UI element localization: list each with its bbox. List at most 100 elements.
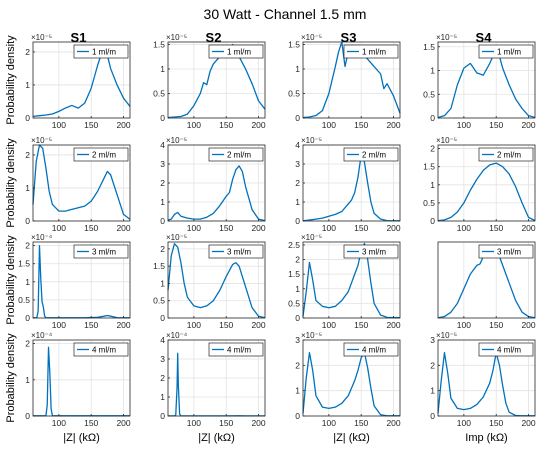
y-tick-label: 1.5 [423, 162, 435, 172]
y-tick-label: 2 [25, 47, 30, 57]
series-line [167, 43, 266, 119]
y-tick-label: 3 [430, 335, 435, 345]
y-exponent-label: ×10⁻⁵ [436, 33, 457, 42]
panel-r3-c3: 100 150 200 0 0.5 1 1.5 2 2.5×10⁻⁵ 3 ml/m [288, 233, 401, 330]
series-line [32, 47, 131, 117]
panel-r1-c2: 100 150 200 0 0.5 1 1.5×10⁻⁵ 1 ml/m [153, 33, 266, 130]
y-exponent-label: ×10⁻⁵ [301, 136, 322, 145]
y-tick-label: 1 [25, 183, 30, 193]
panel-r2-c4: 100 150 200 0 0.5 1 1.5 2×10⁻⁵ 2 ml/m [423, 136, 536, 233]
y-tick-label: 0 [25, 313, 30, 323]
axes-box [32, 241, 131, 319]
x-tick-label: 200 [521, 418, 535, 428]
legend: 4 ml/m [343, 342, 399, 357]
x-tick-label: 100 [322, 320, 336, 330]
legend-box [73, 342, 129, 357]
legend-box [343, 147, 399, 162]
y-tick-label: 1 [295, 284, 300, 294]
x-tick-label: 100 [322, 418, 336, 428]
column-xlabel-3: |Z| (kΩ) [333, 432, 370, 444]
y-tick-label: 1 [430, 386, 435, 396]
legend-label: 1 ml/m [227, 48, 251, 57]
x-tick-label: 100 [52, 418, 66, 428]
x-tick-label: 150 [489, 320, 503, 330]
y-tick-label: 1 [295, 197, 300, 207]
y-tick-label: 2 [160, 244, 165, 254]
y-exponent-label: ×10⁻⁵ [166, 136, 187, 145]
y-tick-label: 1.5 [153, 39, 165, 49]
y-exponent-label: ×10⁻⁵ [31, 33, 52, 42]
legend-box [478, 44, 534, 59]
y-tick-label: 0.5 [423, 89, 435, 99]
x-tick-label: 200 [116, 418, 130, 428]
y-tick-label: 0 [295, 411, 300, 421]
legend-box [478, 342, 534, 357]
y-tick-label: 3 [160, 159, 165, 169]
y-exponent-label: ×10⁻⁵ [31, 136, 52, 145]
x-tick-label: 200 [251, 418, 265, 428]
y-tick-label: 3 [295, 335, 300, 345]
panel-r4-c1: 100 150 200 0 1 2×10⁻⁴ 4 ml/m [25, 331, 131, 428]
panel-r4-c2: 100 150 200 0 1 2 3 4 ×10⁻⁴ 4 ml/m [160, 331, 266, 428]
legend: 1 ml/m [478, 44, 534, 59]
y-tick-label: 0 [295, 216, 300, 226]
y-tick-label: 2 [295, 178, 300, 188]
legend-box [478, 147, 534, 162]
series-line [437, 162, 536, 222]
y-tick-label: 1 [430, 66, 435, 76]
y-tick-label: 1.5 [18, 259, 30, 269]
legend-box [73, 244, 129, 259]
panel-r3-c1: 100 150 200 0 0.5 1 1.5 2×10⁻⁴ 3 ml/m [18, 233, 131, 330]
column-title-1: S1 [71, 30, 87, 45]
x-tick-label: 150 [489, 223, 503, 233]
y-tick-label: 0.5 [288, 88, 300, 98]
x-tick-label: 150 [84, 320, 98, 330]
x-tick-label: 100 [52, 223, 66, 233]
y-tick-label: 1 [25, 277, 30, 287]
column-title-3: S3 [341, 30, 357, 45]
y-tick-label: 0 [25, 411, 30, 421]
legend-box [343, 244, 399, 259]
y-tick-label: 0 [160, 313, 165, 323]
y-tick-label: 0.5 [288, 298, 300, 308]
y-tick-label: 4 [160, 140, 165, 150]
x-tick-label: 150 [354, 418, 368, 428]
y-exponent-label: ×10⁻⁵ [436, 136, 457, 145]
x-tick-label: 100 [457, 320, 471, 330]
x-tick-label: 200 [386, 320, 400, 330]
legend: 1 ml/m [73, 44, 129, 59]
y-exponent-label: ×10⁻⁵ [436, 331, 457, 340]
y-tick-label: 0 [295, 313, 300, 323]
column-title-2: S2 [206, 30, 222, 45]
y-tick-label: 3 [295, 159, 300, 169]
legend-label: 4 ml/m [362, 346, 386, 355]
x-tick-label: 150 [219, 418, 233, 428]
axes-box [32, 41, 131, 119]
legend-label: 3 ml/m [362, 248, 386, 257]
legend-box [208, 244, 264, 259]
y-tick-label: 4 [160, 335, 165, 345]
y-tick-label: 1 [25, 80, 30, 90]
series-line [167, 165, 266, 222]
y-tick-label: 2 [160, 178, 165, 188]
legend: 3 ml/m [343, 244, 399, 259]
x-tick-label: 200 [521, 120, 535, 130]
legend-label: 2 ml/m [362, 151, 386, 160]
series-line [302, 352, 400, 417]
axes-box [437, 241, 536, 319]
legend-box [343, 342, 399, 357]
y-tick-label: 1 [295, 386, 300, 396]
legend: 2 ml/m [478, 147, 534, 162]
y-tick-label: 1 [295, 64, 300, 74]
legend-box [73, 44, 129, 59]
legend: 3 ml/m [478, 244, 534, 259]
legend-label: 3 ml/m [497, 248, 521, 257]
x-tick-label: 200 [386, 223, 400, 233]
x-tick-label: 200 [251, 120, 265, 130]
x-tick-label: 100 [322, 120, 336, 130]
panel-r1-c1: 100 150 200 0 1 2×10⁻⁵ 1 ml/m [25, 33, 131, 130]
y-tick-label: 0 [430, 411, 435, 421]
legend-label: 3 ml/m [227, 248, 251, 257]
x-tick-label: 100 [52, 320, 66, 330]
y-tick-label: 0 [160, 411, 165, 421]
